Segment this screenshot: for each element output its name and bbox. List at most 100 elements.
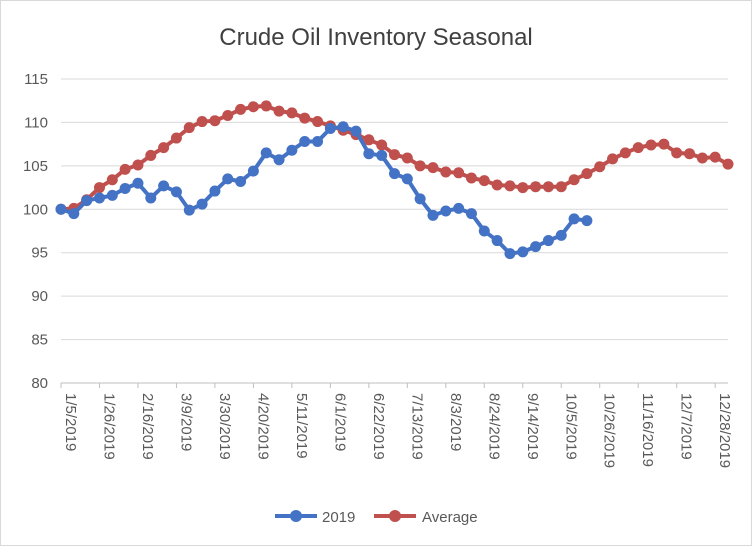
data-point-average	[517, 182, 529, 194]
data-point-average	[158, 142, 170, 154]
y-tick-label: 110	[24, 114, 48, 131]
x-tick-label: 1/26/2019	[100, 393, 117, 460]
y-tick-label: 100	[23, 201, 48, 218]
data-point-2019	[273, 154, 285, 166]
data-point-2019	[465, 208, 477, 220]
x-tick-label: 2/16/2019	[139, 393, 156, 460]
data-point-2019	[414, 193, 426, 205]
data-point-2019	[389, 168, 400, 180]
legend-marker-2019	[290, 510, 302, 522]
data-point-average	[530, 181, 542, 193]
legend-label-2019: 2019	[322, 509, 355, 526]
data-point-average	[581, 168, 593, 180]
data-point-2019	[376, 149, 388, 161]
data-point-2019	[183, 204, 195, 216]
data-point-2019	[542, 235, 554, 247]
data-point-2019	[132, 177, 144, 189]
data-point-2019	[478, 225, 490, 237]
data-point-average	[299, 112, 311, 124]
data-point-2019	[68, 208, 80, 220]
data-point-2019	[286, 144, 298, 156]
x-tick-label: 6/22/2019	[370, 393, 387, 460]
data-point-average	[607, 153, 619, 165]
data-point-2019	[581, 215, 593, 227]
data-point-2019	[170, 186, 182, 198]
data-point-average	[504, 180, 516, 192]
data-point-average	[542, 181, 554, 193]
data-point-2019	[504, 248, 516, 260]
data-point-average	[145, 149, 157, 161]
data-point-2019	[145, 192, 157, 204]
data-point-2019	[55, 203, 67, 215]
data-point-average	[658, 138, 670, 150]
data-point-average	[453, 167, 465, 179]
data-point-2019	[196, 198, 208, 210]
x-axis-tick-labels: 1/5/2019 1/26/2019 2/16/2019 3/9/2019 3/30/2…	[62, 393, 733, 468]
y-tick-label: 105	[23, 158, 48, 175]
legend: 2019 Average	[275, 509, 478, 526]
data-point-average	[465, 172, 477, 184]
x-tick-label: 11/16/2019	[639, 393, 656, 467]
x-tick-label: 10/5/2019	[562, 393, 579, 460]
data-point-average	[209, 115, 221, 127]
data-point-2019	[299, 136, 311, 148]
data-point-average	[709, 151, 721, 163]
y-tick-label: 95	[31, 245, 48, 262]
x-tick-label: 12/7/2019	[678, 393, 695, 460]
data-point-average	[235, 103, 247, 115]
data-point-average	[222, 109, 234, 121]
x-tick-label: 5/11/2019	[293, 393, 310, 459]
data-point-2019	[222, 173, 234, 185]
legend-item-2019: 2019	[275, 509, 355, 526]
data-point-2019	[235, 175, 247, 187]
data-point-average	[376, 139, 388, 151]
data-point-average	[401, 152, 413, 164]
y-tick-label: 85	[31, 332, 48, 349]
data-point-2019	[260, 147, 272, 159]
x-tick-label: 9/14/2019	[524, 393, 541, 460]
x-tick-label: 1/5/2019	[62, 393, 79, 451]
data-point-average	[389, 149, 400, 161]
data-point-average	[440, 166, 452, 178]
y-tick-label: 115	[24, 71, 48, 88]
data-point-average	[722, 158, 734, 170]
series-average	[55, 100, 734, 215]
data-point-average	[273, 105, 285, 117]
data-point-average	[696, 152, 708, 164]
y-axis-tick-labels: 80 85 90 95 100 105 110 115	[23, 71, 48, 392]
x-tick-label: 4/20/2019	[254, 393, 271, 460]
data-point-average	[312, 116, 324, 128]
data-point-average	[555, 181, 567, 193]
data-point-average	[286, 107, 298, 119]
data-point-2019	[350, 125, 362, 137]
x-tick-label: 8/3/2019	[447, 393, 464, 451]
data-point-2019	[312, 136, 324, 148]
y-tick-label: 80	[31, 375, 48, 392]
data-point-2019	[247, 165, 259, 177]
data-point-2019	[324, 123, 336, 135]
series-2019	[55, 121, 593, 260]
data-point-2019	[555, 229, 567, 241]
data-point-2019	[93, 192, 105, 204]
x-axis-tick-marks	[60, 383, 716, 388]
legend-item-average: Average	[374, 509, 478, 526]
data-point-2019	[158, 180, 170, 192]
data-point-2019	[209, 185, 221, 197]
data-point-average	[671, 147, 683, 159]
data-point-average	[247, 101, 259, 113]
data-point-average	[363, 134, 375, 146]
data-point-2019	[106, 189, 118, 201]
data-point-2019	[453, 202, 465, 214]
data-point-2019	[440, 205, 452, 217]
data-point-average	[684, 148, 696, 160]
data-point-average	[619, 147, 631, 159]
data-point-average	[594, 161, 606, 173]
data-point-2019	[568, 213, 580, 225]
data-point-average	[183, 122, 195, 134]
data-point-average	[645, 139, 657, 151]
data-point-2019	[81, 195, 93, 207]
x-tick-label: 8/24/2019	[485, 393, 502, 460]
data-point-average	[119, 163, 131, 175]
